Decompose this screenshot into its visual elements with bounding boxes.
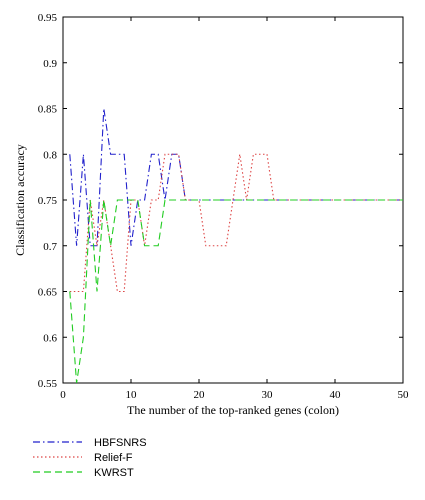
axes: 0 10 20 30 40 50 0.55 0.6 0.65 0.7 0.75 0.8 0.85 0.9 0… [38, 12, 409, 401]
y-axis-title: Classification accuracy [13, 144, 27, 256]
legend: HBFSNRS Relief-F KWRST [33, 437, 147, 479]
x-tick-label: 20 [194, 389, 206, 401]
y-tick-label: 0.95 [38, 12, 58, 24]
x-tick-label: 40 [330, 389, 342, 401]
y-tick-label: 0.55 [38, 378, 58, 390]
x-axis-title: The number of the top-ranked genes (colo… [127, 403, 339, 417]
legend-item: HBFSNRS [33, 437, 147, 449]
legend-item: Relief-F [33, 452, 133, 464]
legend-label: Relief-F [94, 452, 133, 464]
series-line-relief-f [69, 153, 403, 293]
x-tick-label: 10 [126, 389, 138, 401]
series-layer [69, 108, 403, 383]
y-tick-label: 0.9 [43, 58, 57, 70]
y-tick-label: 0.65 [38, 287, 58, 299]
x-tick-label: 50 [398, 389, 410, 401]
y-tick-label: 0.8 [43, 149, 57, 161]
y-tick-label: 0.85 [38, 104, 58, 116]
x-tick-label: 0 [60, 389, 66, 401]
legend-label: KWRST [94, 467, 134, 479]
y-tick-label: 0.6 [43, 332, 57, 344]
legend-item: KWRST [33, 467, 134, 479]
legend-label: HBFSNRS [94, 437, 147, 449]
y-tick-label: 0.75 [38, 195, 58, 207]
x-tick-label: 30 [262, 389, 274, 401]
y-tick-label: 0.7 [43, 241, 57, 253]
series-line-kwrst [69, 199, 403, 383]
